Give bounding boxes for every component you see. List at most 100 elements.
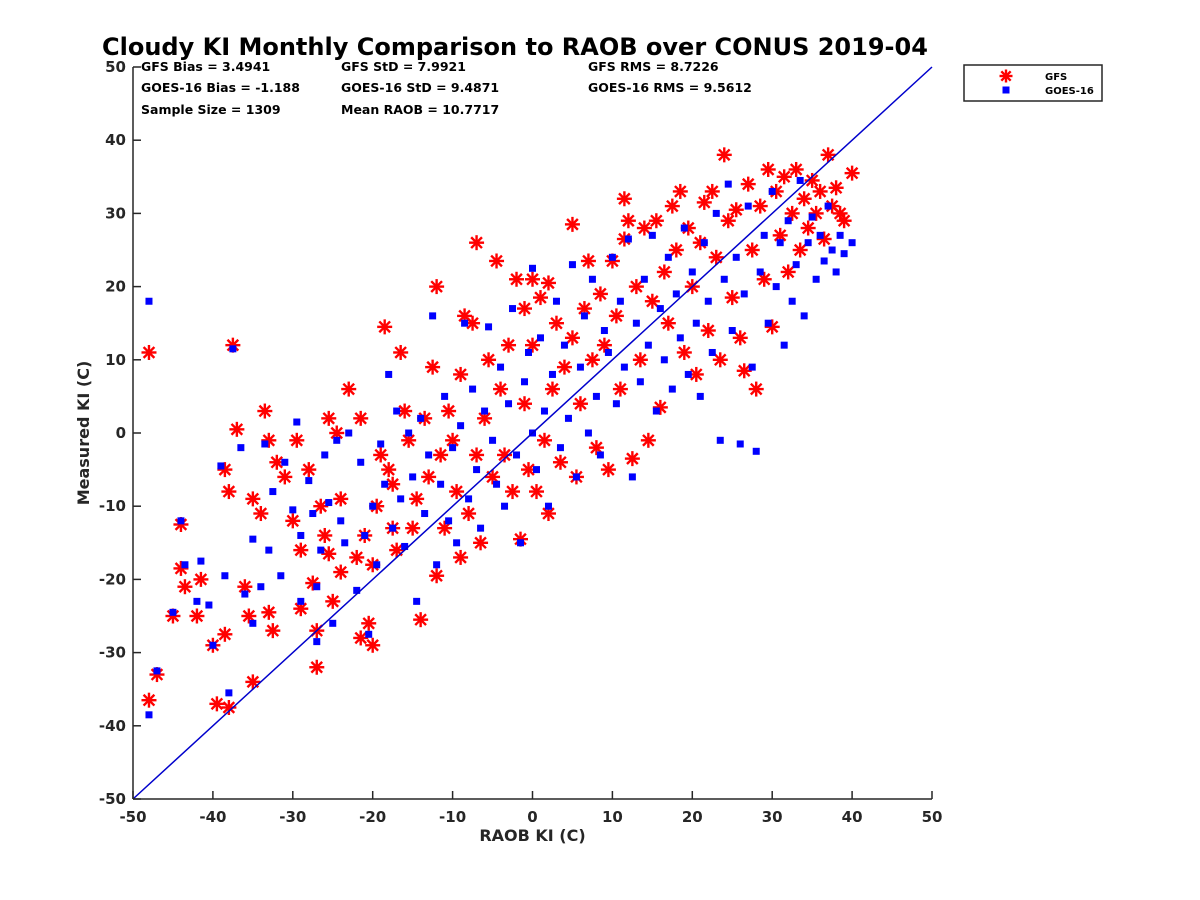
goes16-point: [628, 473, 636, 481]
gfs-point: [525, 271, 540, 287]
y-tick-label: -20: [99, 570, 126, 588]
gfs-point: [377, 319, 393, 335]
gfs-point: [792, 242, 808, 258]
goes16-point: [676, 334, 684, 342]
goes16-point: [560, 341, 568, 349]
goes16-point: [836, 231, 844, 239]
gfs-point: [473, 535, 489, 551]
gfs-point: [517, 301, 533, 317]
gfs-point: [477, 410, 493, 426]
goes16-point: [760, 231, 768, 239]
goes16-point: [417, 414, 425, 422]
gfs-point: [189, 608, 205, 624]
x-tick-label: -20: [359, 808, 386, 826]
goes16-point: [217, 462, 225, 470]
gfs-point: [540, 506, 556, 522]
x-tick-label: 10: [602, 808, 623, 826]
goes16-point: [828, 246, 836, 254]
gfs-point: [608, 308, 624, 324]
goes16-point: [832, 268, 840, 276]
goes16-point: [421, 510, 429, 518]
gfs-point: [445, 432, 461, 448]
goes16-point: [616, 297, 624, 305]
gfs-point: [277, 469, 293, 485]
goes16-point: [680, 224, 688, 232]
gfs-point: [501, 337, 517, 353]
gfs-point: [321, 546, 337, 562]
gfs-point: [453, 549, 469, 565]
goes16-point: [640, 275, 648, 283]
goes16-point: [385, 370, 393, 378]
goes16-point: [840, 250, 848, 258]
goes16-point: [776, 239, 784, 247]
goes16-point: [485, 323, 493, 331]
y-tick-label: -40: [99, 717, 126, 735]
gfs-point: [788, 161, 804, 177]
goes16-point: [221, 572, 229, 580]
goes16-point: [788, 297, 796, 305]
goes16-point: [389, 524, 397, 532]
gfs-point: [209, 696, 225, 712]
gfs-point: [708, 249, 724, 265]
goes16-point: [656, 305, 664, 313]
gfs-point: [668, 242, 684, 258]
gfs-point: [644, 293, 660, 309]
gfs-point: [261, 604, 277, 620]
goes16-point: [453, 539, 461, 547]
y-tick-label: -50: [99, 790, 126, 808]
gfs-point: [429, 568, 445, 584]
gfs-point: [333, 564, 349, 580]
gfs-point: [409, 491, 425, 507]
gfs-point: [425, 359, 441, 375]
gfs-point: [672, 183, 688, 199]
goes16-point: [848, 239, 856, 247]
goes16-point: [401, 542, 409, 550]
gfs-point: [509, 271, 525, 287]
gfs-point: [636, 220, 652, 236]
goes16-point: [269, 488, 277, 496]
goes16-point: [365, 630, 373, 638]
goes16-point: [209, 641, 217, 649]
gfs-point: [325, 593, 341, 609]
gfs-point: [493, 381, 509, 397]
goes16-point: [317, 546, 325, 554]
gfs-point: [433, 447, 449, 463]
y-axis-label: Measured KI (C): [74, 361, 93, 506]
gfs-point: [528, 484, 544, 500]
goes16-point: [341, 539, 349, 547]
gfs-point: [732, 330, 748, 346]
goes16-point: [592, 392, 600, 400]
gfs-point: [257, 403, 273, 419]
gfs-point: [812, 183, 828, 199]
gfs-point: [736, 363, 752, 379]
gfs-point: [413, 612, 429, 628]
goes16-point: [225, 689, 233, 697]
goes16-point: [493, 480, 501, 488]
goes16-point: [748, 363, 756, 371]
legend: GFS GOES-16: [963, 64, 1103, 102]
goes16-point: [297, 597, 305, 605]
x-tick-label: 40: [842, 808, 863, 826]
gfs-point: [349, 549, 365, 565]
gfs-point: [536, 432, 552, 448]
gfs-point: [564, 216, 580, 232]
gfs-point: [381, 462, 397, 478]
goes16-point: [529, 264, 536, 272]
gfs-point: [628, 279, 644, 295]
goes16-point: [361, 531, 369, 539]
gfs-point: [724, 290, 740, 306]
goes16-point: [724, 180, 732, 188]
gfs-point: [796, 191, 812, 207]
gfs-point: [505, 484, 521, 500]
goes16-point: [261, 440, 269, 448]
gfs-point: [640, 432, 656, 448]
gfs-point: [353, 630, 369, 646]
gfs-point: [221, 700, 237, 715]
goes16-point: [664, 253, 672, 261]
y-tick-label: 0: [116, 424, 126, 442]
y-tick-label: 20: [105, 278, 126, 296]
gfs-point: [341, 381, 357, 397]
goes16-point: [449, 444, 457, 452]
gfs-point: [784, 205, 800, 221]
